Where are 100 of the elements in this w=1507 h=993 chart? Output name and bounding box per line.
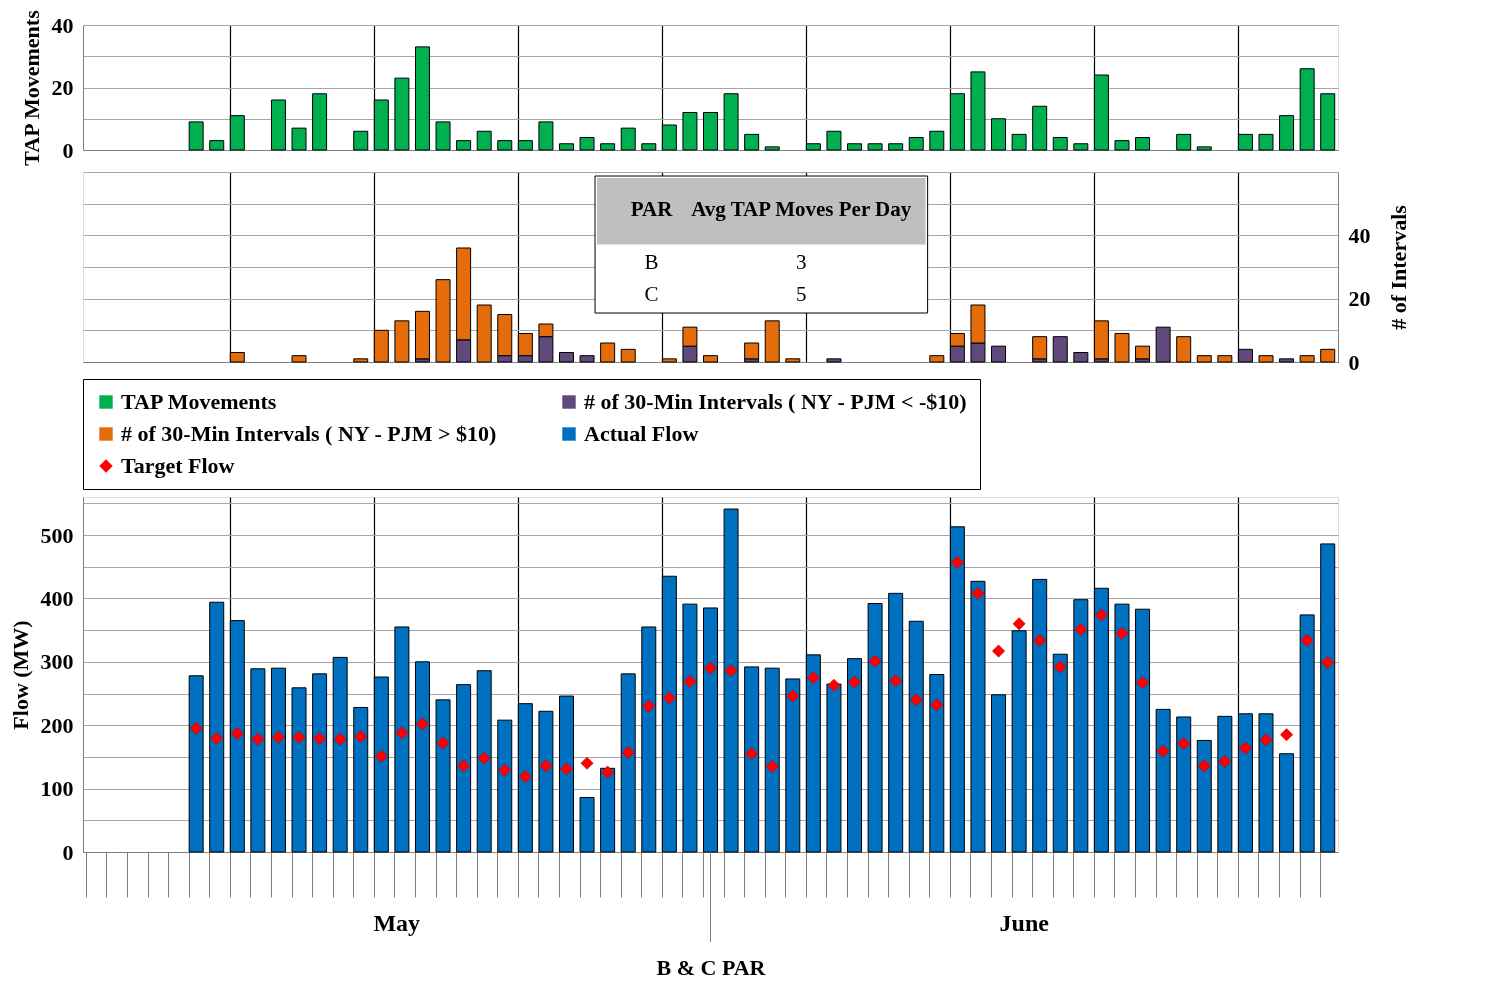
point xyxy=(827,678,841,692)
point xyxy=(1033,633,1047,647)
point xyxy=(539,759,553,773)
bar xyxy=(867,143,883,151)
point xyxy=(806,671,820,685)
point xyxy=(1012,617,1026,631)
point xyxy=(1136,676,1149,690)
bar xyxy=(353,358,369,363)
point xyxy=(230,727,244,740)
bar xyxy=(703,607,718,853)
bar xyxy=(826,130,842,151)
bar xyxy=(1299,614,1315,853)
bar xyxy=(270,667,286,853)
bar xyxy=(1114,603,1130,853)
point xyxy=(416,717,429,731)
bar xyxy=(991,694,1007,853)
bar xyxy=(929,355,945,363)
legend-label: # of 30-Min Intervals ( NY - PJM < -$10) xyxy=(584,389,967,414)
bar xyxy=(641,626,657,853)
bar xyxy=(497,140,513,151)
bar xyxy=(970,580,986,853)
bar xyxy=(579,796,595,853)
bar xyxy=(188,121,204,151)
bar xyxy=(1135,608,1151,853)
bar xyxy=(476,130,492,151)
annotation: Avg TAP Moves Per Day xyxy=(691,197,912,222)
point xyxy=(1280,728,1293,742)
y-tick-label: 40 xyxy=(1348,222,1371,248)
bar xyxy=(826,358,842,363)
bar xyxy=(414,661,430,853)
y-tick-label: 0 xyxy=(62,137,74,163)
bar xyxy=(1196,739,1212,853)
y-tick-label: 40 xyxy=(51,12,74,38)
bar xyxy=(435,121,451,151)
legend-label: # of 30-Min Intervals ( NY - PJM > $10) xyxy=(121,421,497,446)
point xyxy=(560,762,573,776)
y-tick-label: 500 xyxy=(40,522,74,548)
bar xyxy=(1011,630,1027,853)
bar xyxy=(1052,137,1068,151)
bar xyxy=(1052,336,1068,363)
bar xyxy=(1073,143,1089,151)
bar xyxy=(456,684,472,853)
point xyxy=(1259,733,1273,747)
annotation: C xyxy=(644,281,659,306)
point xyxy=(477,751,491,765)
bar xyxy=(1217,355,1233,363)
point xyxy=(272,730,285,744)
bar xyxy=(703,355,718,363)
point xyxy=(889,674,903,688)
y-tick-label: 0 xyxy=(62,839,74,865)
annotation: 3 xyxy=(795,249,807,274)
bar xyxy=(312,673,328,853)
bar xyxy=(991,118,1007,151)
bar xyxy=(1299,68,1315,151)
point xyxy=(765,760,779,773)
bar xyxy=(723,93,739,151)
bar xyxy=(764,320,780,363)
bar xyxy=(764,667,780,853)
bar xyxy=(682,112,698,151)
point xyxy=(1197,759,1211,773)
bar xyxy=(270,99,286,151)
bar xyxy=(620,673,636,853)
bar xyxy=(908,620,924,853)
point xyxy=(210,732,224,745)
bar xyxy=(1217,715,1233,853)
point xyxy=(683,675,697,688)
bar xyxy=(620,348,636,363)
point xyxy=(724,664,738,678)
point xyxy=(436,736,450,750)
bar xyxy=(888,592,904,853)
point xyxy=(1238,741,1252,755)
bar xyxy=(414,46,430,151)
point xyxy=(333,732,347,746)
bar xyxy=(1258,355,1274,363)
legend-label: Target Flow xyxy=(121,453,235,478)
bar xyxy=(929,130,945,151)
bar xyxy=(1258,133,1274,151)
point xyxy=(395,726,409,740)
point xyxy=(950,555,964,569)
bar xyxy=(620,127,636,151)
point xyxy=(1300,633,1314,647)
point xyxy=(1094,608,1108,622)
bar xyxy=(1176,133,1192,151)
bar xyxy=(538,121,554,151)
x-axis-title: B & C PAR xyxy=(656,955,767,980)
text: May xyxy=(373,910,421,936)
bar xyxy=(456,140,472,151)
bar xyxy=(970,71,986,151)
point xyxy=(662,691,676,705)
bar xyxy=(291,127,307,151)
bar xyxy=(867,603,883,853)
y-tick-label: 400 xyxy=(40,585,74,611)
point xyxy=(1074,623,1088,636)
bar xyxy=(1073,599,1089,853)
y-tick-label: 20 xyxy=(51,75,74,100)
point xyxy=(498,763,512,777)
bar xyxy=(764,146,780,151)
bar xyxy=(991,345,1007,363)
bar xyxy=(1155,708,1171,853)
point xyxy=(189,721,203,735)
